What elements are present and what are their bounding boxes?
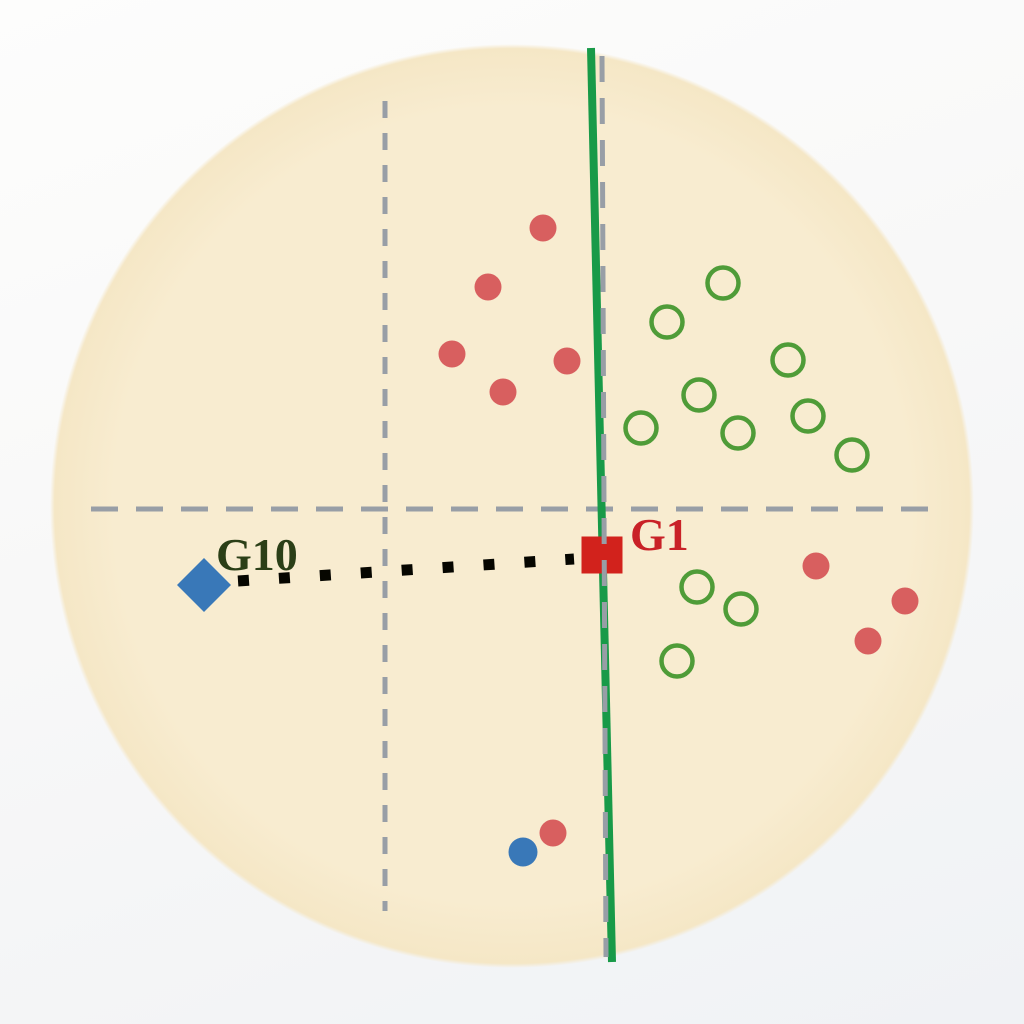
red-class-point [539, 819, 567, 847]
g10-diamond-marker [177, 558, 231, 612]
green-open-point [770, 342, 806, 378]
blue-class-point [508, 837, 538, 867]
red-class-point [891, 587, 919, 615]
green-open-point [681, 377, 717, 413]
green-open-point [790, 398, 826, 434]
green-open-point [649, 304, 685, 340]
dashed-axis-boundary [599, 55, 609, 958]
green-open-point [723, 591, 759, 627]
red-class-point [553, 347, 581, 375]
green-open-point [623, 410, 659, 446]
red-class-point [854, 627, 882, 655]
red-class-point [489, 378, 517, 406]
green-open-point [705, 265, 741, 301]
label-g10: G10 [216, 529, 298, 580]
red-class-point [802, 552, 830, 580]
decision-boundary-line [587, 47, 616, 963]
green-open-point [679, 569, 715, 605]
red-class-point [438, 340, 466, 368]
red-class-point [529, 214, 557, 242]
label-g1: G1 [630, 509, 689, 560]
red-class-point [474, 273, 502, 301]
green-open-point [834, 437, 870, 473]
gradient-step-path [237, 553, 575, 587]
green-open-point [659, 643, 695, 679]
green-open-point [720, 415, 756, 451]
background-disk [50, 44, 974, 968]
